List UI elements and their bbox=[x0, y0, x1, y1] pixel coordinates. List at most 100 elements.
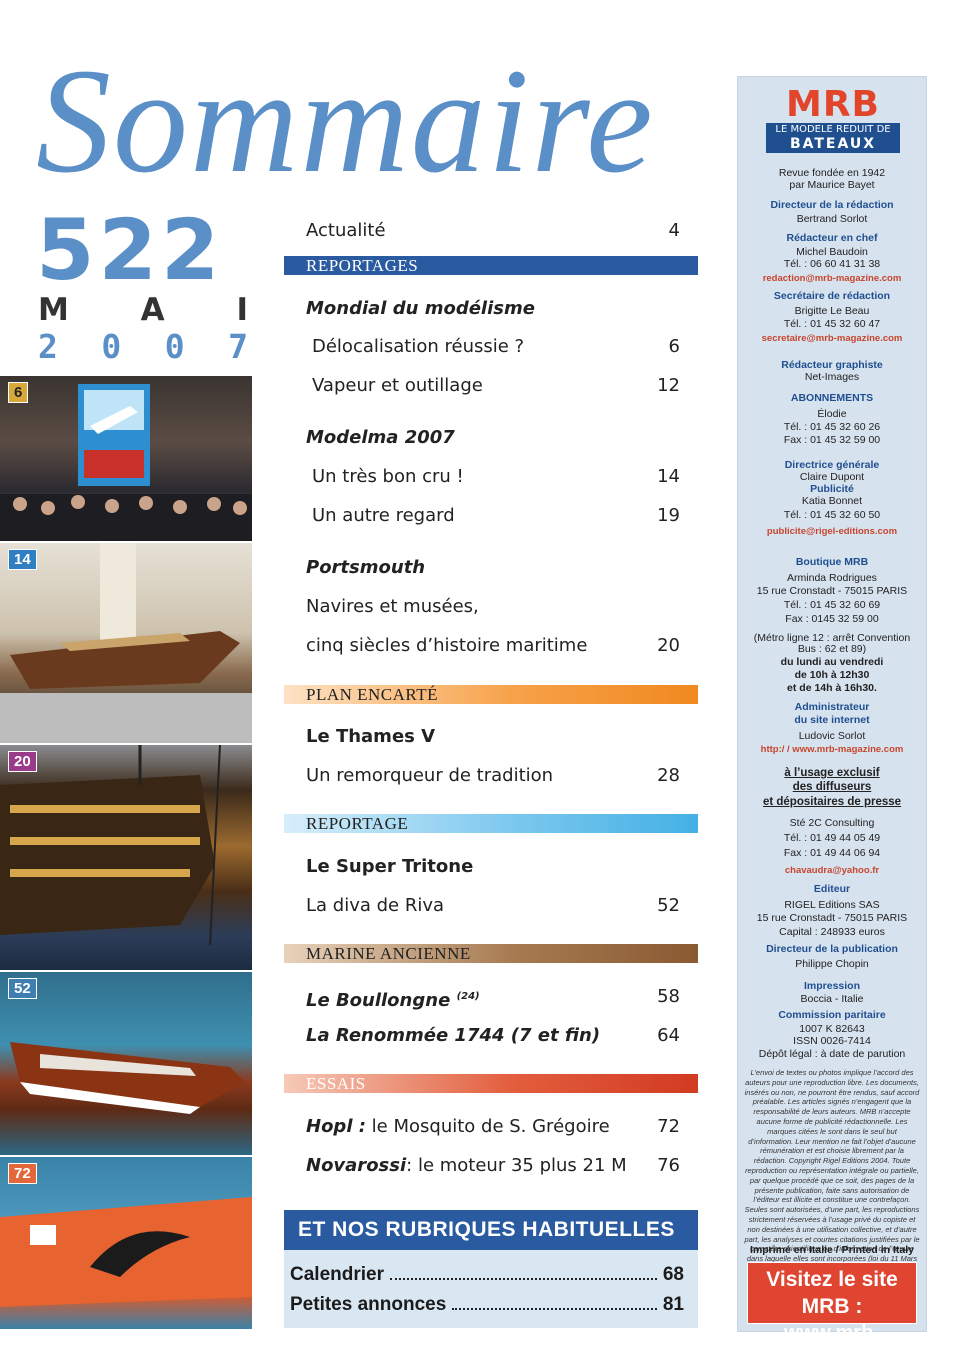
website-promo[interactable]: Visitez le site MRB : www.mrb-magazine.c… bbox=[747, 1262, 917, 1370]
bus-info: Bus : 62 et 89) bbox=[797, 643, 867, 655]
photo-mondial: 6 bbox=[0, 376, 252, 541]
person-name: Élodie bbox=[817, 408, 847, 420]
feature-entry-calendrier[interactable]: Calendrier 68 bbox=[290, 1264, 684, 1286]
section-band-reportages: REPORTAGES bbox=[284, 256, 698, 275]
issue-year: 2 0 0 7 bbox=[38, 330, 248, 363]
toc-entry-label: Un autre regard bbox=[312, 505, 455, 526]
fax-number: Fax : 0145 32 59 00 bbox=[785, 613, 879, 625]
phone-number: Tél. : 01 45 32 60 26 bbox=[783, 421, 881, 433]
feature-page-number: 68 bbox=[662, 1264, 684, 1285]
photo-portsmouth: 20 bbox=[0, 745, 252, 970]
toc-entry[interactable]: Le Boullongne (24) 58 bbox=[306, 986, 680, 1012]
mrb-logo: MRB LE MODELE REDUIT DE BATEAUX bbox=[766, 87, 900, 153]
leader-dots bbox=[389, 1278, 657, 1280]
page-badge: 20 bbox=[8, 751, 37, 772]
role-title: Impression bbox=[803, 980, 861, 992]
toc-entry-label: Vapeur et outillage bbox=[312, 375, 483, 396]
toc-page-number: 19 bbox=[657, 505, 680, 526]
logo-subtitle: LE MODELE REDUIT DE bbox=[766, 123, 900, 136]
fax-number: Fax : 01 49 44 06 94 bbox=[783, 847, 881, 859]
warship-graphic bbox=[0, 745, 221, 946]
opening-hours: du lundi au vendredi bbox=[780, 656, 884, 668]
toc-entry-label: cinq siècles d’histoire maritime bbox=[306, 635, 588, 656]
riva-boat-graphic bbox=[10, 1042, 245, 1114]
section-band-marine-ancienne: MARINE ANCIENNE bbox=[284, 944, 698, 963]
toc-entry-label: La diva de Riva bbox=[306, 895, 445, 916]
toc-entry[interactable]: Un autre regard 19 bbox=[312, 505, 680, 527]
role-title: Commission paritaire bbox=[778, 1009, 886, 1021]
toc-entry-label: Un très bon cru ! bbox=[312, 466, 464, 487]
issue-month: M A I bbox=[38, 295, 248, 326]
toc-entry[interactable]: La diva de Riva 52 bbox=[306, 895, 680, 917]
toc-entry[interactable]: Novarossi: le moteur 35 plus 21 M 76 bbox=[306, 1155, 680, 1177]
person-name: Bertrand Sorlot bbox=[796, 213, 868, 225]
founded-line: par Maurice Bayet bbox=[789, 179, 875, 191]
year-digit: 7 bbox=[228, 327, 248, 366]
person-name: Net-Images bbox=[804, 371, 860, 383]
month-letter: A bbox=[140, 292, 165, 328]
toc-page-number: 20 bbox=[657, 635, 680, 656]
toc-entry-actualite[interactable]: Actualité 4 bbox=[306, 220, 680, 242]
year-digit: 0 bbox=[164, 327, 185, 366]
toc-entry[interactable]: Hopl : le Mosquito de S. Grégoire 72 bbox=[306, 1116, 680, 1138]
toc-entry-label: Un remorqueur de tradition bbox=[306, 765, 554, 786]
toc-heading-portsmouth: Portsmouth bbox=[306, 557, 426, 578]
phone-number: Tél. : 06 60 41 31 38 bbox=[783, 258, 881, 270]
toc-heading-tritone: Le Super Tritone bbox=[306, 856, 474, 877]
boat-model-graphic bbox=[0, 543, 252, 743]
email-link[interactable]: redaction@mrb-magazine.com bbox=[762, 273, 902, 284]
person-name: Ludovic Sorlot bbox=[798, 730, 866, 742]
opening-hours: de 10h à 12h30 bbox=[794, 669, 870, 681]
role-title: Secrétaire de rédaction bbox=[773, 290, 891, 302]
toc-entry[interactable]: Un très bon cru ! 14 bbox=[312, 466, 680, 488]
company-name: Sté 2C Consulting bbox=[789, 817, 875, 829]
toc-entry-label: Délocalisation réussie ? bbox=[312, 336, 525, 357]
toc-page-number: 28 bbox=[657, 765, 680, 786]
toc-entry-label: La Renommée 1744 (7 et fin) bbox=[306, 1025, 601, 1046]
role-title: Directrice générale bbox=[784, 459, 880, 471]
mosquito-boat-graphic bbox=[0, 1197, 252, 1307]
role-title: Rédacteur en chef bbox=[786, 232, 878, 244]
website-promo-line: Visitez le site MRB : bbox=[766, 1268, 898, 1318]
regular-features-box: ET NOS RUBRIQUES HABITUELLES Calendrier … bbox=[284, 1210, 698, 1328]
email-link[interactable]: publicite@rigel-editions.com bbox=[766, 526, 898, 537]
metro-info: (Métro ligne 12 : arrêt Convention bbox=[753, 632, 911, 644]
toc-page-number: 58 bbox=[657, 986, 680, 1007]
opening-hours: et de 14h à 16h30. bbox=[787, 682, 877, 694]
page-title: Sommaire bbox=[36, 38, 655, 204]
toc-entry-label: Le Boullongne bbox=[306, 990, 451, 1011]
photo-riva: 52 bbox=[0, 972, 252, 1155]
page-badge: 14 bbox=[8, 549, 37, 570]
year-digit: 0 bbox=[101, 327, 122, 366]
toc-page-number: 72 bbox=[657, 1116, 680, 1137]
website-link[interactable]: http:/ / www.mrb-magazine.com bbox=[760, 744, 904, 755]
toc-page-number: 12 bbox=[657, 375, 680, 396]
email-link[interactable]: chavaudra@yahoo.fr bbox=[784, 865, 880, 876]
toc-entry[interactable]: Vapeur et outillage 12 bbox=[312, 375, 680, 397]
role-title: Rédacteur graphiste bbox=[781, 359, 883, 371]
year-digit: 2 bbox=[38, 327, 58, 366]
toc-entry-line[interactable]: Navires et musées, bbox=[306, 596, 479, 617]
toc-entry[interactable]: cinq siècles d’histoire maritime 20 bbox=[306, 635, 680, 657]
toc-entry[interactable]: Délocalisation réussie ? 6 bbox=[312, 336, 680, 358]
page-badge: 72 bbox=[8, 1163, 37, 1184]
email-link[interactable]: secretaire@mrb-magazine.com bbox=[761, 333, 903, 344]
toc-heading-mondial: Mondial du modélisme bbox=[306, 298, 535, 319]
distributor-heading: des diffuseurs bbox=[792, 781, 872, 793]
person-name: Arminda Rodrigues bbox=[787, 572, 877, 584]
toc-entry[interactable]: Un remorqueur de tradition 28 bbox=[306, 765, 680, 787]
person-name: Brigitte Le Beau bbox=[794, 305, 870, 317]
page-badge: 6 bbox=[8, 382, 29, 403]
section-band-reportage: REPORTAGE bbox=[284, 814, 698, 833]
person-name: Philippe Chopin bbox=[795, 958, 869, 970]
role-title: Directeur de la publication bbox=[766, 943, 898, 955]
distributor-heading: à l’usage exclusif bbox=[784, 767, 880, 779]
address: 15 rue Cronstadt - 75015 PARIS bbox=[756, 912, 908, 924]
leader-dots bbox=[452, 1308, 657, 1310]
legal-deposit: Dépôt légal : à date de parution bbox=[758, 1048, 906, 1060]
toc-entry[interactable]: La Renommée 1744 (7 et fin) 64 bbox=[306, 1025, 680, 1047]
phone-number: Tél. : 01 45 32 60 69 bbox=[783, 599, 881, 611]
role-title: Boutique MRB bbox=[795, 556, 869, 568]
feature-entry-annonces[interactable]: Petites annonces 81 bbox=[290, 1294, 684, 1316]
phone-number: Tél. : 01 49 44 05 49 bbox=[783, 832, 881, 844]
